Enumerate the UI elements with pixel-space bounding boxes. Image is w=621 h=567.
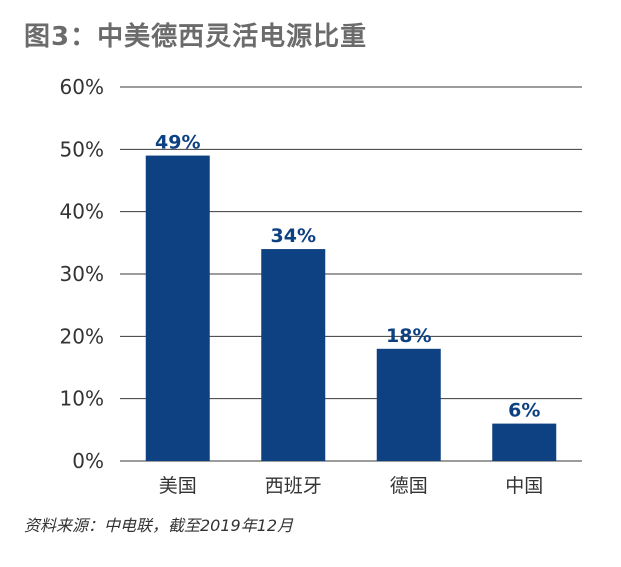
y-tick-label: 30% (60, 262, 104, 286)
y-tick-label: 20% (60, 324, 104, 348)
y-axis-tick-labels: 0% 10% 20% 30% 40% 50% 60% (60, 75, 104, 473)
x-axis-tick-labels: 美国 西班牙 德国 中国 (159, 475, 544, 497)
bar-data-label: 18% (386, 325, 431, 347)
y-tick-label: 40% (60, 200, 104, 224)
bars (145, 155, 557, 462)
x-tick-label: 美国 (159, 475, 197, 497)
bar-data-label: 49% (155, 132, 200, 154)
y-tick-label: 60% (60, 75, 104, 99)
bar (492, 423, 557, 461)
y-tick-label: 50% (60, 137, 104, 161)
bar (376, 348, 441, 461)
bar (145, 155, 210, 462)
bar (261, 249, 326, 461)
x-tick-label: 德国 (390, 475, 428, 497)
chart-source-note: 资料来源：中电联，截至2019年12月 (24, 516, 294, 535)
y-tick-label: 10% (60, 387, 104, 411)
y-tick-label: 0% (72, 449, 104, 473)
x-tick-label: 西班牙 (265, 475, 322, 497)
bar-data-label: 34% (271, 225, 316, 247)
chart-title: 图3：中美德西灵活电源比重 (24, 22, 368, 52)
bar-data-label: 6% (508, 400, 540, 422)
data-labels: 49% 34% 18% 6% (155, 132, 540, 422)
x-tick-label: 中国 (505, 475, 543, 497)
